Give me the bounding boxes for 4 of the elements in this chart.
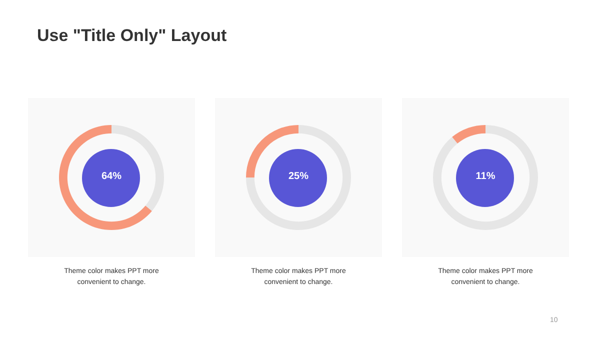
data-label: 11% xyxy=(474,170,496,184)
data-label: 64% xyxy=(100,170,122,184)
data-label: 25% xyxy=(287,170,310,184)
chart-title: Use "Title Only" Layout xyxy=(37,26,227,46)
